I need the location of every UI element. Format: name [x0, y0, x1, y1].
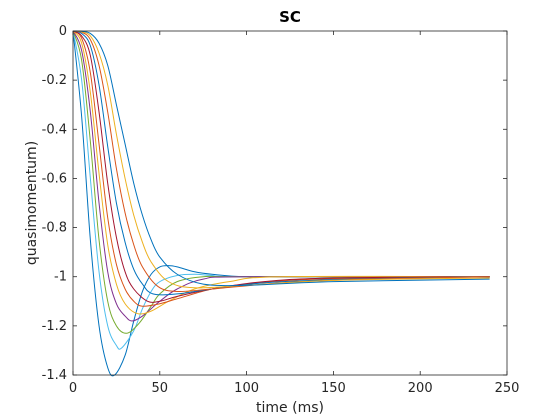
y-tick-label: -0.6	[42, 171, 67, 186]
x-tick-label: 100	[234, 381, 259, 396]
x-tick-label: 200	[408, 381, 433, 396]
x-tick-label: 50	[152, 381, 169, 396]
series-lines	[72, 30, 490, 377]
plot-background	[73, 31, 507, 375]
y-tick-label: -0.4	[42, 122, 67, 137]
series-line-2	[72, 30, 490, 350]
plot-box	[72, 30, 508, 376]
y-tick-label: -1.2	[42, 319, 67, 334]
series-line-1	[72, 30, 490, 377]
series-line-8	[72, 30, 490, 296]
series-line-4	[72, 30, 490, 322]
y-axis-label: quasimomentum)	[24, 141, 40, 265]
series-line-5	[72, 30, 490, 315]
x-tick-label: 250	[495, 381, 520, 396]
x-axis-label: time (ms)	[256, 400, 324, 416]
y-tick-label: 0	[59, 24, 67, 39]
series-line-11	[72, 30, 490, 287]
y-tick-label: -1	[54, 270, 67, 285]
x-axis-ticks: 0 50 100 150 200 250	[69, 31, 520, 396]
chart-title: SC	[279, 8, 301, 26]
series-line-7	[72, 30, 490, 303]
x-tick-label: 150	[321, 381, 346, 396]
x-tick-label: 0	[69, 381, 77, 396]
series-line-3	[72, 30, 490, 334]
y-tick-label: -0.8	[42, 221, 67, 236]
y-axis-ticks: 0 -0.2 -0.4 -0.6 -0.8 -1 -1.2 -1.4	[42, 24, 507, 383]
y-tick-label: -0.2	[42, 73, 67, 88]
y-tick-label: -1.4	[42, 368, 67, 383]
